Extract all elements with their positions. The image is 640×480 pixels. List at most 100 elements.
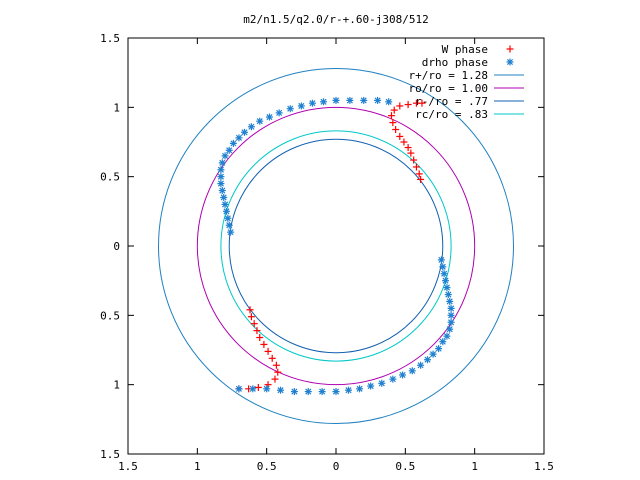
series-1-point-55 <box>304 388 312 396</box>
x-tick-label-0: 1.5 <box>118 460 138 473</box>
series-0-point-24 <box>272 361 280 369</box>
data-points <box>217 96 455 396</box>
x-tick-label-1: 1 <box>194 460 201 473</box>
series-1-point-44 <box>424 356 432 364</box>
legend-label-series-1: drho phase <box>422 56 488 69</box>
series-1-point-60 <box>235 385 243 393</box>
series-1-point-7 <box>217 180 225 188</box>
axis-ticks: 1.5 1 0.5 0 0.5 1 1.51.510.500.511.5 <box>100 32 554 473</box>
series-1-point-23 <box>320 98 328 106</box>
series-1-point-30 <box>439 263 447 271</box>
series-0-point-1 <box>415 170 423 178</box>
legend-swatch-series-1 <box>506 58 514 66</box>
series-1-point-0 <box>227 228 235 236</box>
series-1-point-34 <box>444 291 452 299</box>
series-1-point-11 <box>221 152 229 160</box>
series-1-point-21 <box>297 102 305 110</box>
series-0-point-13 <box>404 101 412 109</box>
series-1-point-35 <box>446 297 454 305</box>
series-0-point-10 <box>387 112 395 120</box>
series-0-point-16 <box>246 306 254 314</box>
series-1-point-54 <box>318 388 326 396</box>
series-0-point-28 <box>254 383 262 391</box>
series-1-point-51 <box>356 385 364 393</box>
series-1-point-41 <box>439 338 447 346</box>
series-0-point-20 <box>256 334 264 342</box>
y-tick-label-1: 1 <box>113 379 120 392</box>
series-0-point-23 <box>268 354 276 362</box>
series-1-point-38 <box>447 318 455 326</box>
legend-label-circle-1: ro/ro = 1.00 <box>409 82 488 95</box>
series-1-point-15 <box>240 128 248 136</box>
series-1-point-29 <box>437 256 445 264</box>
circle-2 <box>228 138 444 354</box>
series-1-point-19 <box>275 109 283 117</box>
series-1-point-53 <box>332 388 340 396</box>
series-1-point-16 <box>247 123 255 131</box>
series-1-point-2 <box>224 214 232 222</box>
series-1-point-8 <box>217 173 225 181</box>
legend-swatch-series-0 <box>506 45 514 53</box>
x-tick-label-4: 0.5 <box>395 460 415 473</box>
series-1-point-17 <box>256 117 264 125</box>
series-0-point-15 <box>418 99 426 107</box>
series-1-point-56 <box>290 388 298 396</box>
series-1-point-26 <box>360 96 368 104</box>
y-tick-label-6: 1.5 <box>100 32 120 45</box>
series-0-point-25 <box>274 368 282 376</box>
series-0-point-3 <box>410 156 418 164</box>
y-tick-label-0: 1.5 <box>100 448 120 461</box>
series-0-point-22 <box>264 347 272 355</box>
x-tick-label-5: 1 <box>471 460 478 473</box>
series-0-point-7 <box>396 132 404 140</box>
series-1-point-47 <box>399 371 407 379</box>
series-1-point-50 <box>367 382 375 390</box>
series-1-point-10 <box>218 159 226 167</box>
legend-label-circle-0: r+/ro = 1.28 <box>409 69 488 82</box>
series-1-point-18 <box>265 113 273 121</box>
x-tick-label-2: 0.5 <box>257 460 277 473</box>
series-1-point-48 <box>389 375 397 383</box>
series-1-point-49 <box>378 379 386 387</box>
legend-label-circle-2: r-/ro = .77 <box>415 95 488 108</box>
x-tick-label-3: 0 <box>333 460 340 473</box>
series-1-point-27 <box>374 96 382 104</box>
x-tick-label-6: 1.5 <box>534 460 554 473</box>
circle-3 <box>220 130 452 362</box>
series-1-point-45 <box>417 361 425 369</box>
series-0-point-21 <box>260 340 268 348</box>
chart-title: m2/n1.5/q2.0/r-+.60-j308/512 <box>243 13 428 26</box>
series-0-point-11 <box>390 106 398 114</box>
circle-1 <box>196 106 476 386</box>
series-1-point-58 <box>263 385 271 393</box>
series-1-point-6 <box>218 187 226 195</box>
series-1-point-28 <box>385 98 393 106</box>
series-1-point-36 <box>447 304 455 312</box>
series-0-point-12 <box>396 102 404 110</box>
series-1-point-39 <box>446 325 454 333</box>
series-1-point-59 <box>249 385 257 393</box>
series-0-point-17 <box>247 313 255 321</box>
series-1-point-33 <box>443 284 451 292</box>
series-1-point-9 <box>217 166 225 174</box>
series-0-point-2 <box>412 163 420 171</box>
series-0-point-6 <box>400 138 408 146</box>
series-1-point-14 <box>235 134 243 142</box>
series-1-point-12 <box>225 146 233 154</box>
series-1-point-42 <box>435 345 443 353</box>
series-1-point-52 <box>344 386 352 394</box>
series-1-point-25 <box>346 96 354 104</box>
y-tick-label-5: 1 <box>113 101 120 114</box>
series-1-point-4 <box>221 200 229 208</box>
series-1-point-1 <box>225 221 233 229</box>
series-0-point-5 <box>404 144 412 152</box>
series-1-point-57 <box>277 386 285 394</box>
series-1-point-24 <box>332 96 340 104</box>
y-tick-label-4: 0.5 <box>100 171 120 184</box>
y-tick-label-3: 0 <box>113 240 120 253</box>
series-1-point-20 <box>286 105 294 113</box>
circle-0 <box>158 68 514 424</box>
series-1-point-43 <box>429 350 437 358</box>
series-1-point-40 <box>443 332 451 340</box>
